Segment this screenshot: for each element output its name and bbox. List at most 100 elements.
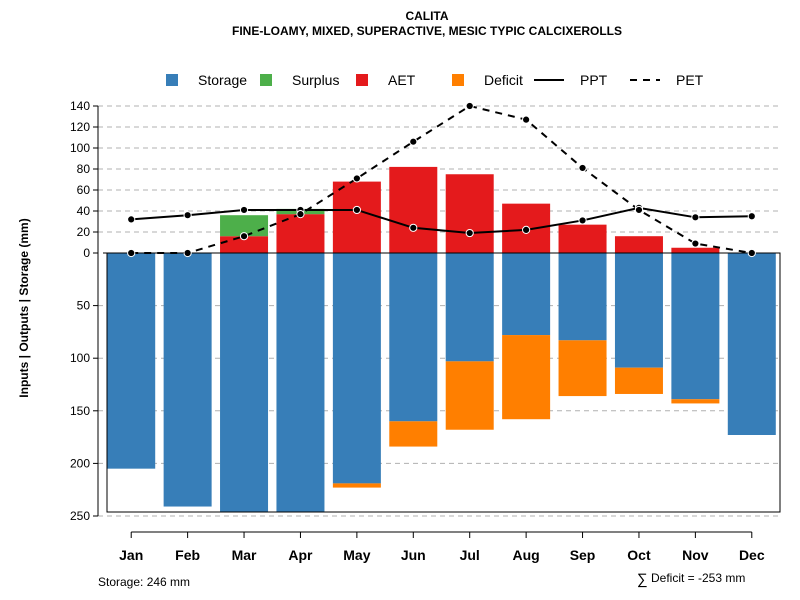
x-tick-label: Jun xyxy=(401,547,426,563)
deficit-bar xyxy=(389,421,438,447)
y-tick-label: 50 xyxy=(77,299,91,313)
x-tick-label: Nov xyxy=(682,547,709,563)
pet-point xyxy=(465,101,474,111)
ppt-point xyxy=(127,215,136,224)
pet-point xyxy=(239,232,249,241)
ppt-point xyxy=(691,213,700,222)
pet-point xyxy=(296,210,305,219)
legend: Storage Surplus AET Deficit PPT PET xyxy=(166,72,704,88)
deficit-bar xyxy=(558,340,607,397)
storage-bar xyxy=(220,253,269,512)
legend-swatch xyxy=(452,74,464,86)
x-tick-label: Sep xyxy=(570,547,596,563)
storage-bar xyxy=(502,253,551,336)
y-tick-label: 150 xyxy=(70,404,90,418)
storage-bar xyxy=(614,253,663,368)
storage-bar xyxy=(332,253,381,484)
x-tick-label: Feb xyxy=(175,547,200,563)
y-tick-label: 20 xyxy=(77,225,91,239)
pet-point xyxy=(522,115,531,124)
y-axis: 0 20 40 60 80 100 120 140 50 100 150 200 250 xyxy=(70,99,99,523)
legend-label: Surplus xyxy=(292,72,339,88)
y-tick-label: 60 xyxy=(77,183,91,197)
deficit-bar xyxy=(614,367,663,394)
aet-bar xyxy=(558,224,607,253)
plot-frame xyxy=(103,252,781,513)
ppt-point xyxy=(747,212,756,221)
ppt-point xyxy=(522,225,531,234)
pet-point xyxy=(127,248,136,258)
y-tick-label: 140 xyxy=(70,99,90,113)
footer-storage: Storage: 246 mm xyxy=(98,575,190,589)
pet-point xyxy=(352,174,361,183)
surplus-bar xyxy=(220,215,269,237)
x-tick-label: Mar xyxy=(232,547,257,563)
pet-point xyxy=(691,239,700,248)
y-tick-label: 200 xyxy=(70,456,90,470)
footer-sum-symbol: ∑ xyxy=(637,571,648,588)
ppt-point xyxy=(183,211,192,220)
legend-swatch xyxy=(166,74,178,86)
aet-bar xyxy=(220,236,269,253)
chart-subtitle: FINE-LOAMY, MIXED, SUPERACTIVE, MESIC TY… xyxy=(232,24,622,38)
x-tick-label: Aug xyxy=(513,547,540,563)
storage-bar xyxy=(671,253,720,400)
pet-line xyxy=(131,104,752,254)
storage-bar xyxy=(445,253,494,362)
x-tick-label: May xyxy=(343,547,370,563)
x-tick-label: Jan xyxy=(119,547,143,563)
aet-bar xyxy=(671,247,720,253)
pet-point xyxy=(183,248,192,258)
deficit-bar xyxy=(445,361,494,430)
storage-bar xyxy=(727,253,776,435)
aet-bar xyxy=(389,166,438,253)
lower-bars xyxy=(107,253,776,512)
ppt-point xyxy=(239,205,249,215)
y-tick-label: 80 xyxy=(77,162,91,176)
chart-title: CALITA xyxy=(405,9,448,23)
deficit-bar xyxy=(332,483,381,488)
legend-label: PPT xyxy=(580,72,608,88)
pet-point xyxy=(578,163,587,173)
x-tick-label: Dec xyxy=(739,547,765,563)
pet-point xyxy=(747,248,756,258)
y-tick-label: 40 xyxy=(77,204,91,218)
storage-bar xyxy=(276,253,325,512)
aet-bar xyxy=(614,236,663,253)
deficit-bar xyxy=(671,399,720,404)
x-tick-label: Jul xyxy=(460,547,480,563)
legend-swatch xyxy=(260,74,272,86)
y-tick-label: 250 xyxy=(70,509,90,523)
x-axis: Jan Feb Mar Apr May Jun Jul Aug Sep Oct Nov Dec xyxy=(119,531,765,563)
series-lines xyxy=(127,101,756,258)
legend-label: Storage xyxy=(198,72,247,88)
storage-bar xyxy=(163,253,212,507)
x-tick-label: Apr xyxy=(288,547,313,563)
legend-label: Deficit xyxy=(484,72,523,88)
storage-bar xyxy=(558,253,607,341)
storage-bar xyxy=(389,253,438,422)
ppt-point xyxy=(578,216,587,225)
grid-lines xyxy=(98,105,780,517)
legend-label: PET xyxy=(676,72,704,88)
deficit-bar xyxy=(502,335,551,420)
ppt-line xyxy=(131,206,752,235)
y-tick-label: 120 xyxy=(70,120,90,134)
footer-deficit: Deficit = -253 mm xyxy=(651,571,745,585)
y-tick-label: 0 xyxy=(83,246,90,260)
aet-bar xyxy=(445,174,494,253)
legend-swatch xyxy=(356,74,368,86)
ppt-point xyxy=(352,205,361,215)
aet-bar xyxy=(332,181,381,253)
storage-bar xyxy=(107,253,156,469)
ppt-point xyxy=(465,228,474,238)
x-tick-label: Oct xyxy=(627,547,651,563)
pet-point xyxy=(409,137,418,146)
y-tick-label: 100 xyxy=(70,141,90,155)
legend-label: AET xyxy=(388,72,416,88)
ppt-point xyxy=(409,223,418,232)
pet-point xyxy=(634,205,644,215)
y-axis-label: Inputs | Outputs | Storage (mm) xyxy=(17,218,31,397)
y-tick-label: 100 xyxy=(70,351,90,365)
